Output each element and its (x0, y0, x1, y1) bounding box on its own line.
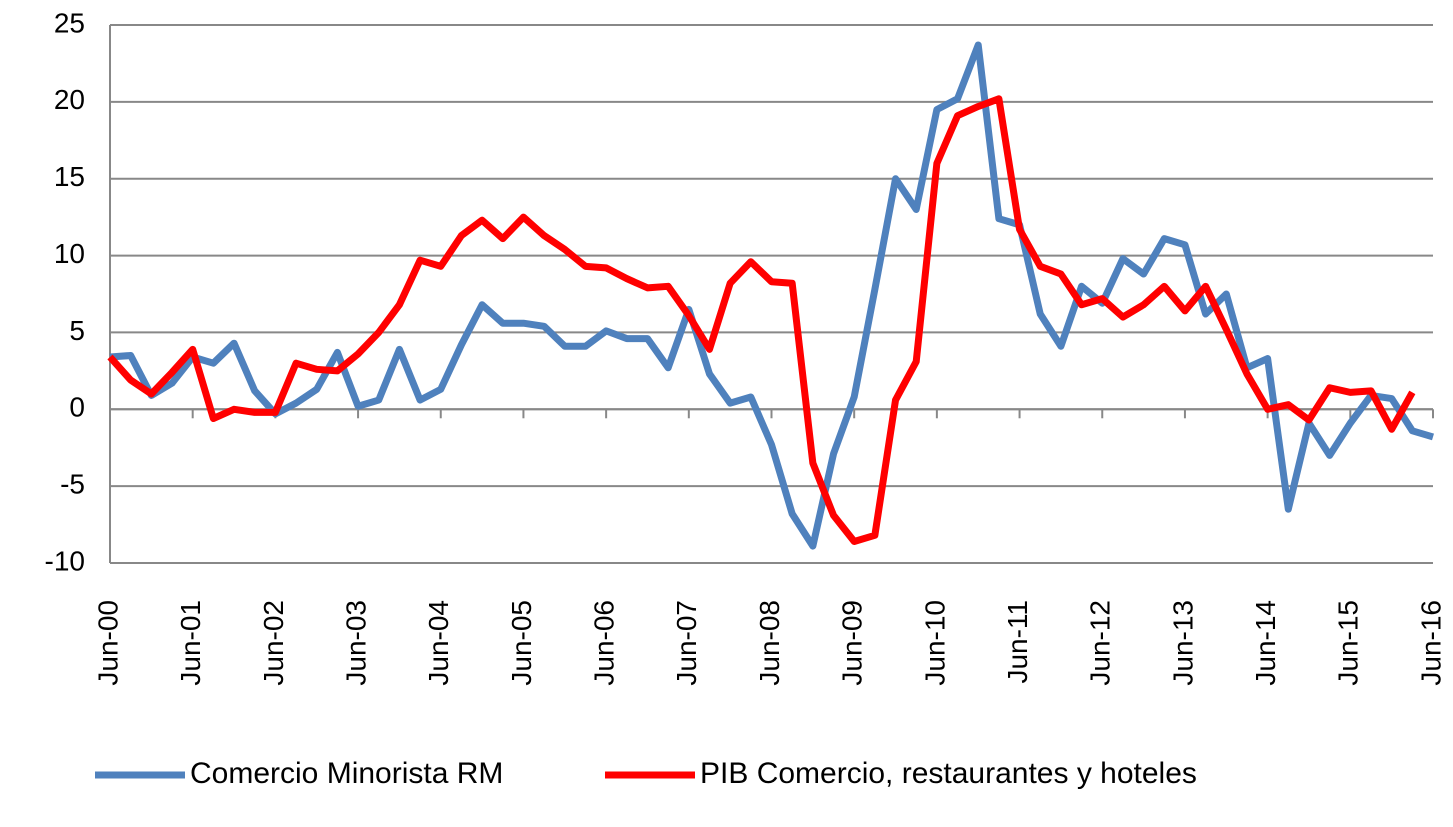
y-tick-label: 20 (54, 84, 85, 115)
x-tick-label: Jun-06 (589, 600, 620, 686)
line-series (107, 95, 1416, 545)
x-tick-label: Jun-02 (258, 600, 289, 686)
x-tick-label: Jun-07 (671, 600, 702, 686)
legend-label: Comercio Minorista RM (190, 757, 503, 790)
x-tick-label: Jun-08 (754, 600, 785, 686)
x-tick-label: Jun-16 (1415, 600, 1446, 686)
x-tick-label: Jun-11 (1002, 600, 1033, 684)
x-tick-label: Jun-04 (423, 600, 454, 686)
x-tick-label: Jun-00 (92, 600, 123, 686)
x-tick-label: Jun-13 (1167, 600, 1198, 686)
y-tick-label: 0 (69, 392, 85, 423)
y-tick-label: 10 (54, 238, 85, 269)
x-tick-label: Jun-09 (837, 600, 868, 686)
x-tick-label: Jun-14 (1250, 600, 1281, 686)
x-tick-label: Jun-01 (175, 600, 206, 686)
line-series (109, 41, 1434, 550)
x-tick-label: Jun-12 (1085, 600, 1116, 686)
x-tick-label: Jun-10 (919, 600, 950, 686)
x-tick-label: Jun-15 (1333, 600, 1364, 686)
legend-label: PIB Comercio, restaurantes y hoteles (700, 757, 1197, 790)
y-tick-label: 5 (69, 315, 85, 346)
y-tick-label: 15 (54, 161, 85, 192)
x-tick-label: Jun-05 (506, 600, 537, 686)
x-tick-label: Jun-03 (340, 600, 371, 686)
y-tick-label: -10 (45, 545, 85, 576)
y-tick-label: 25 (54, 7, 85, 38)
y-tick-label: -5 (60, 469, 85, 500)
